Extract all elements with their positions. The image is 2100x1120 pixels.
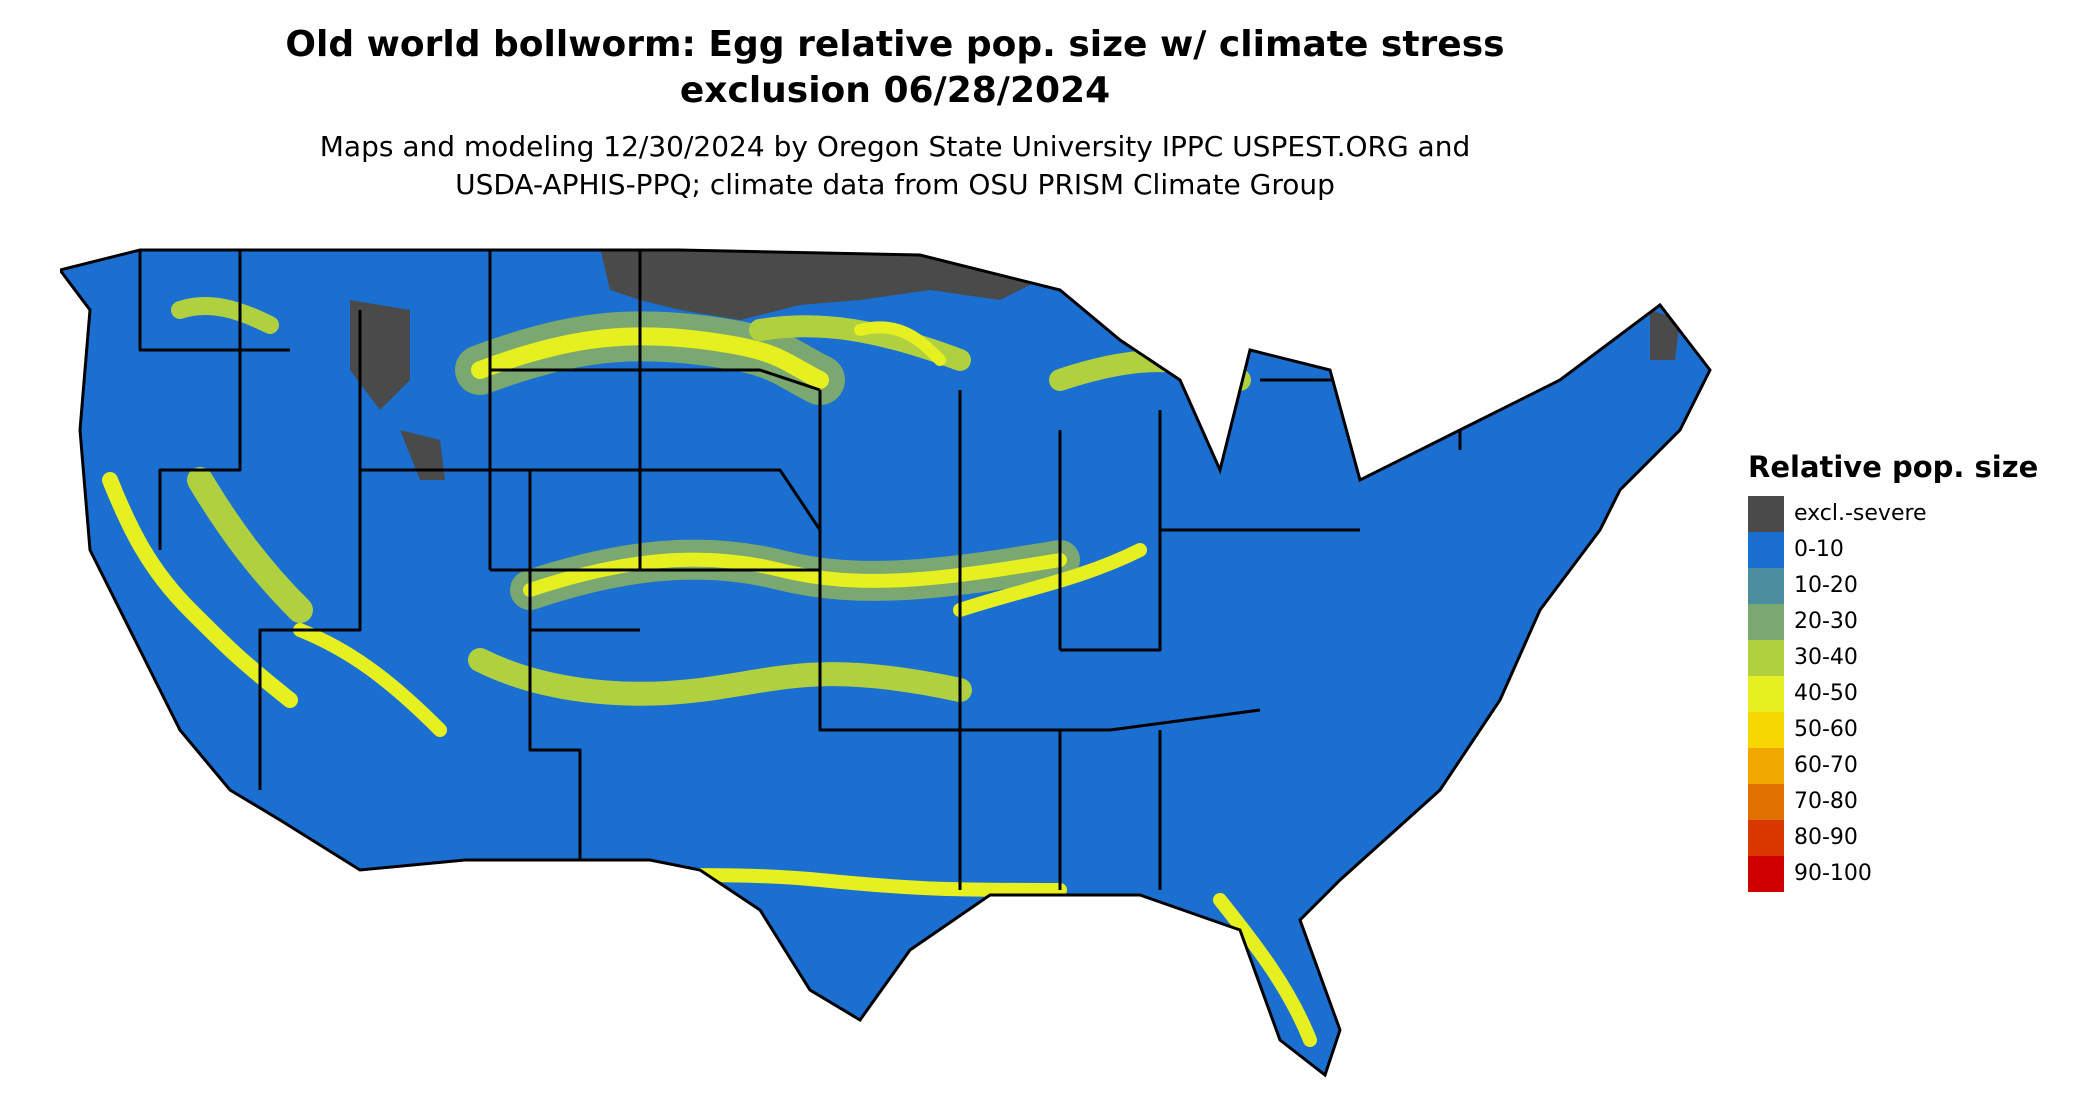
band-great-basin	[187, 467, 313, 623]
excluded-region-new-england	[1650, 310, 1680, 360]
border-plains-row-1	[490, 368, 821, 392]
population-bands	[102, 296, 1317, 1047]
legend-item: 80-90	[1748, 820, 2038, 856]
us-land-area	[60, 250, 1710, 1075]
legend-swatch	[1748, 748, 1784, 784]
band-northern-plains-core	[471, 327, 829, 389]
legend-swatch	[1748, 532, 1784, 568]
legend-swatch	[1748, 604, 1784, 640]
border-rockies	[360, 468, 640, 632]
legend-swatch	[1748, 640, 1784, 676]
legend: Relative pop. size excl.-severe 0-10 10-20…	[1748, 450, 2038, 892]
legend-item: 10-20	[1748, 568, 2038, 604]
border-south	[818, 570, 962, 890]
us-outline	[60, 248, 1712, 1078]
border-southeast	[960, 708, 1261, 732]
legend-swatch	[1748, 712, 1784, 748]
border-central-2	[258, 470, 362, 790]
legend-label: 90-100	[1794, 861, 1872, 886]
legend-swatch	[1748, 856, 1784, 892]
map-title-line-1: Old world bollworm: Egg relative pop. si…	[285, 24, 1505, 65]
border-east-3	[1060, 410, 1162, 652]
legend-label: 30-40	[1794, 645, 1858, 670]
map-subtitle: Maps and modeling 12/30/2024 by Oregon S…	[0, 128, 1790, 204]
band-southwest	[293, 623, 447, 737]
legend-swatch	[1748, 820, 1784, 856]
us-map	[60, 248, 1712, 1078]
map-subtitle-line-1: Maps and modeling 12/30/2024 by Oregon S…	[319, 130, 1471, 163]
legend-label: 50-60	[1794, 717, 1858, 742]
legend-label: 0-10	[1794, 537, 1844, 562]
legend-swatch	[1748, 676, 1784, 712]
legend-item: excl.-severe	[1748, 496, 2038, 532]
legend-title: Relative pop. size	[1748, 450, 2039, 484]
state-borders	[138, 250, 1462, 890]
excluded-region-north-plains	[600, 250, 1040, 320]
legend-item: 30-40	[1748, 640, 2038, 676]
legend-swatch	[1748, 496, 1784, 532]
map-title: Old world bollworm: Egg relative pop. si…	[0, 22, 1790, 114]
legend-label: 80-90	[1794, 825, 1858, 850]
band-california	[102, 472, 298, 708]
legend-item: 0-10	[1748, 532, 2038, 568]
legend-item: 90-100	[1748, 856, 2038, 892]
legend-label: 10-20	[1794, 573, 1858, 598]
legend-item: 70-80	[1748, 784, 2038, 820]
legend-swatch	[1748, 568, 1784, 604]
legend-item: 40-50	[1748, 676, 2038, 712]
legend-item: 50-60	[1748, 712, 2038, 748]
band-great-lakes	[854, 321, 946, 366]
map-title-line-2: exclusion 06/28/2024	[679, 70, 1111, 111]
legend-label: 70-80	[1794, 789, 1858, 814]
excluded-region-wyoming	[350, 300, 410, 410]
band-pacific-northwest	[171, 296, 279, 334]
legend-label: 20-30	[1794, 609, 1858, 634]
band-florida	[1213, 893, 1317, 1047]
legend-label: excl.-severe	[1794, 501, 1927, 526]
band-appalachian	[953, 543, 1147, 617]
border-plains-row-2	[490, 468, 822, 531]
legend-label: 60-70	[1794, 753, 1858, 778]
map-subtitle-line-2: USDA-APHIS-PPQ; climate data from OSU PR…	[455, 168, 1335, 201]
legend-items: excl.-severe 0-10 10-20 20-30 30-40 40-50 50-6…	[1748, 496, 2038, 892]
border-north-2	[158, 250, 242, 550]
legend-swatch	[1748, 784, 1784, 820]
legend-item: 60-70	[1748, 748, 2038, 784]
excluded-region-colorado	[400, 430, 445, 480]
legend-item: 20-30	[1748, 604, 2038, 640]
band-southern-plains	[468, 648, 972, 706]
legend-label: 40-50	[1794, 681, 1858, 706]
